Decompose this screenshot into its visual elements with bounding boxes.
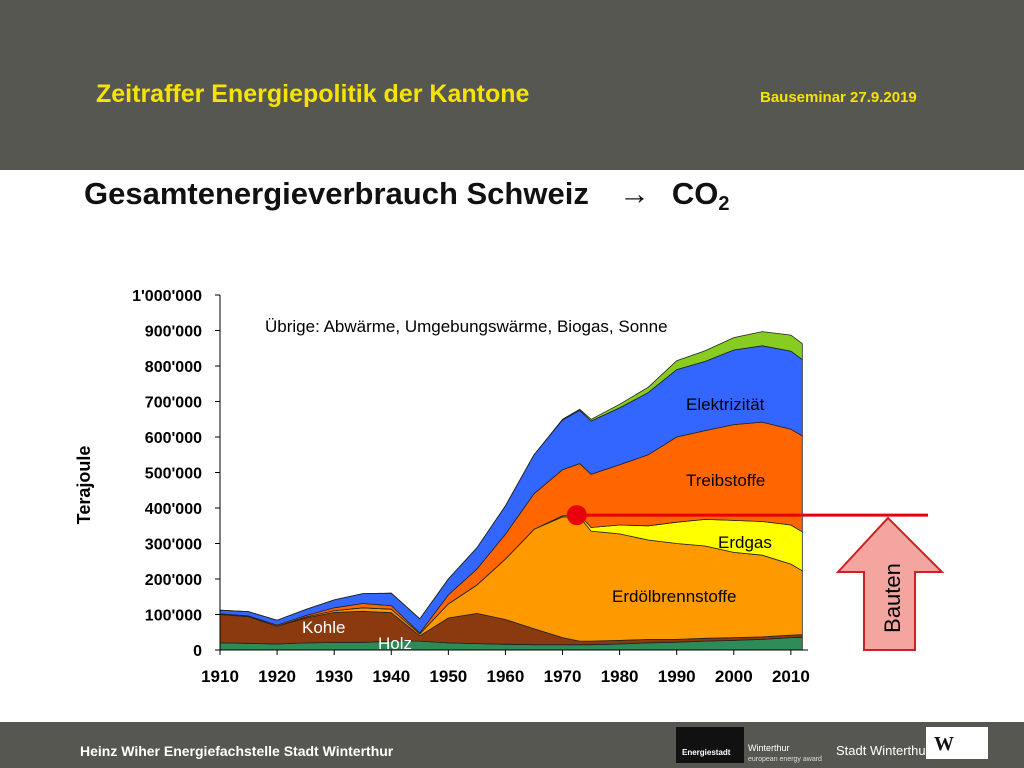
x-tick-label: 1990: [658, 667, 696, 686]
y-tick-label: 400'000: [145, 501, 202, 518]
area-label: Holz: [378, 634, 412, 653]
x-tick-label: 1960: [487, 667, 525, 686]
y-tick-label: 600'000: [145, 430, 202, 447]
x-tick-label: 1980: [601, 667, 639, 686]
x-tick-label: 1910: [201, 667, 239, 686]
winterthur-logo-mark: W: [934, 733, 954, 755]
y-tick-label: 800'000: [145, 359, 202, 376]
energiestadt-logo: [676, 727, 744, 763]
marker-dot: [566, 505, 587, 526]
x-tick-label: 2010: [772, 667, 810, 686]
slide-title: Gesamtenergieverbrauch Schweiz → CO2: [84, 176, 729, 216]
area-label: Elektrizität: [686, 395, 765, 414]
energiestadt-logo-label: Energiestadt: [682, 748, 731, 757]
chart-note: Übrige: Abwärme, Umgebungswärme, Biogas,…: [265, 317, 668, 336]
x-tick-label: 2000: [715, 667, 753, 686]
y-tick-label: 500'000: [145, 466, 202, 483]
y-tick-label: 100'000: [145, 608, 202, 625]
y-axis-label: Terajoule: [74, 446, 94, 525]
slide-title-co: CO: [671, 176, 719, 211]
y-tick-label: 700'000: [145, 395, 202, 412]
y-tick-label: 200'000: [145, 572, 202, 589]
x-tick-label: 1940: [372, 667, 410, 686]
logo-award: european energy award: [748, 756, 822, 763]
footer-bar: [0, 722, 1024, 768]
header-title: Zeitraffer Energiepolitik der Kantone: [96, 80, 530, 108]
header-bar: [0, 0, 1024, 170]
y-tick-label: 900'000: [145, 324, 202, 341]
x-tick-label: 1920: [258, 667, 296, 686]
x-tick-label: 1970: [544, 667, 582, 686]
arrow-right-icon: →: [618, 176, 650, 211]
slide-title-main: Gesamtenergieverbrauch Schweiz: [84, 176, 589, 211]
slide-title-subscript: 2: [718, 193, 730, 215]
header-date: Bauseminar 27.9.2019: [760, 89, 917, 106]
logo-city: Winterthur: [748, 743, 790, 753]
bauten-label: Bauten: [880, 563, 905, 633]
area-label: Erdgas: [718, 533, 772, 552]
x-tick-label: 1950: [429, 667, 467, 686]
footer-text: Heinz Wiher Energiefachstelle Stadt Wint…: [80, 743, 394, 759]
area-label: Treibstoffe: [686, 471, 765, 490]
city-name: Stadt Winterthur: [836, 743, 930, 758]
x-tick-label: 1930: [315, 667, 353, 686]
area-label: Erdölbrennstoffe: [612, 587, 736, 606]
area-series-6: [219, 331, 803, 621]
y-tick-label: 300'000: [145, 537, 202, 554]
winterthur-logo: [926, 727, 988, 759]
area-label: Kohle: [302, 618, 345, 637]
y-tick-label: 0: [193, 643, 202, 660]
y-tick-label: 1'000'000: [132, 288, 202, 305]
bauten-arrow: [835, 516, 945, 651]
